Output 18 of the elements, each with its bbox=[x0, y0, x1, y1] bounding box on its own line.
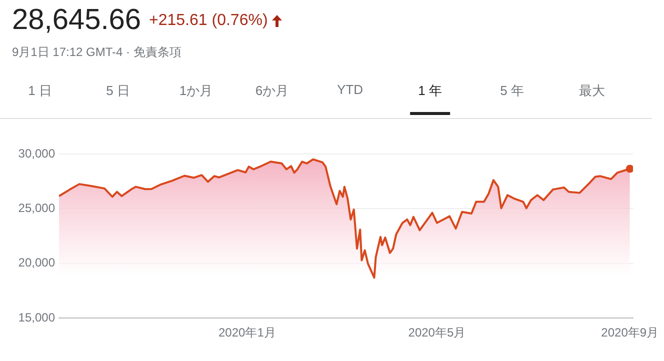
y-tick-label: 20,000 bbox=[18, 256, 56, 270]
x-tick-label: 2020年9月 bbox=[601, 326, 659, 340]
text: 最大 bbox=[579, 82, 605, 100]
y-tick-label: 25,000 bbox=[18, 200, 56, 215]
text: 1 日 bbox=[28, 82, 52, 100]
text: 1 年 bbox=[410, 82, 450, 115]
x-tick-label: 2020年5月 bbox=[408, 326, 466, 340]
chart-subtitle: +215.61 (0.76%) bbox=[149, 12, 268, 30]
text: YTD bbox=[337, 82, 363, 99]
text: 1か月 bbox=[179, 82, 213, 100]
text: 5 日 bbox=[106, 82, 130, 100]
x-tick-label: 2020年1月 bbox=[218, 326, 276, 340]
text: 5 年 bbox=[500, 82, 524, 100]
text: 9月1日 17:12 GMT-4 · 免責条項 bbox=[12, 44, 182, 61]
y-tick-label: 30,000 bbox=[18, 146, 56, 160]
chart-title: 28,645.66 bbox=[12, 4, 142, 37]
y-tick-label: 15,000 bbox=[18, 310, 56, 324]
text: 6か月 bbox=[255, 82, 289, 100]
